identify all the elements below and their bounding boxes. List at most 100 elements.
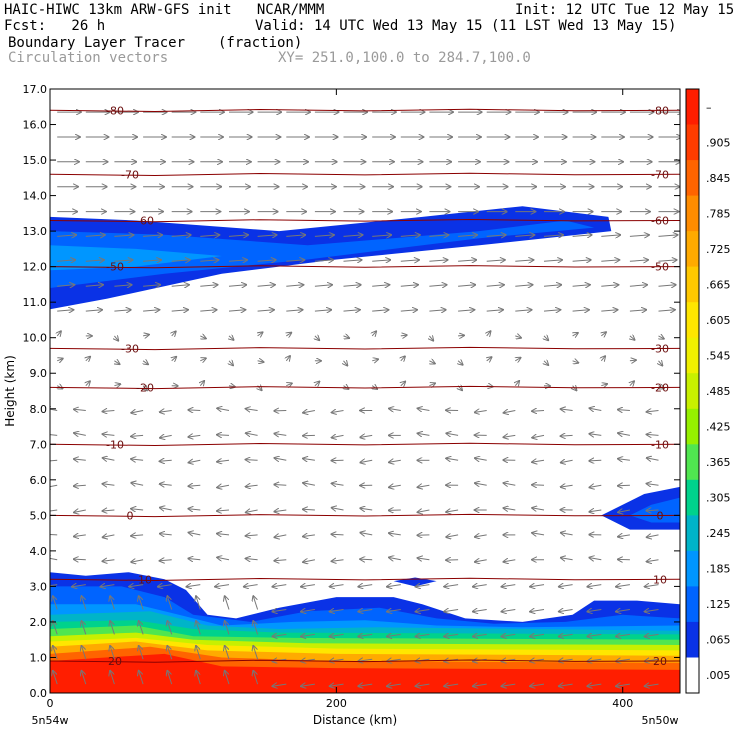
vector-arrow [630, 381, 634, 385]
y-tick-label: 14.0 [23, 190, 48, 203]
colorbar-label: .785 [706, 207, 731, 220]
cross-section-endpoints: XY= 251.0,100.0 to 284.7,100.0 [278, 50, 531, 66]
y-tick-label: 2.0 [30, 616, 48, 629]
colorbar-frame [685, 88, 700, 694]
vector-arrow [274, 485, 287, 486]
vector-arrow [330, 585, 344, 587]
contour-line [50, 218, 680, 223]
vector-arrow [229, 361, 233, 366]
vector-arrow [429, 260, 447, 261]
vector-arrow [200, 310, 216, 311]
vector-arrow [515, 285, 532, 286]
vector-arrow [303, 560, 315, 562]
vector-arrow [74, 409, 86, 410]
vector-arrow [215, 585, 230, 587]
vector-arrow [286, 235, 305, 237]
vector-arrow [228, 310, 245, 311]
vector-arrow [418, 433, 430, 435]
vector-arrow [57, 310, 73, 311]
colorbar-label: .065 [706, 634, 731, 647]
contour-label: 10 [653, 573, 667, 586]
vector-arrow [446, 433, 459, 435]
vector-arrow [57, 331, 61, 336]
contour-label: 20 [108, 655, 122, 668]
vector-arrow [246, 433, 258, 435]
vector-arrow [504, 560, 516, 562]
colorbar-label: .545 [706, 350, 731, 363]
vector-arrow [532, 460, 545, 462]
vector-arrow [561, 435, 573, 436]
vector-arrow [343, 260, 362, 261]
y-tick-label: 3.0 [30, 580, 48, 593]
vector-arrow [504, 435, 516, 437]
tracer-fill-layer [50, 206, 680, 693]
vector-arrow [458, 361, 463, 365]
vector-arrow [50, 534, 58, 535]
colorbar-swatch [686, 124, 699, 161]
vector-arrow [601, 384, 607, 386]
vector-arrow [530, 610, 545, 612]
vector-arrow [244, 585, 258, 587]
vector-arrow [200, 358, 206, 361]
vector-arrow [188, 435, 201, 437]
y-tick-label: 5.0 [30, 509, 48, 522]
vector-arrow [139, 646, 144, 660]
vector-arrow [196, 596, 201, 610]
colorbar-swatch [686, 515, 699, 552]
contour-label: -20 [136, 381, 154, 394]
vector-arrow [189, 533, 201, 535]
vector-arrow [486, 285, 504, 286]
y-tick-label: 11.0 [23, 296, 48, 309]
vector-arrow [139, 596, 144, 610]
vector-arrow [160, 411, 172, 413]
vector-arrow [131, 483, 144, 485]
vector-arrow [616, 610, 630, 612]
vector-arrow [416, 610, 430, 612]
vector-arrow [143, 310, 159, 311]
vector-arrow [303, 459, 315, 461]
vector-arrow [303, 535, 315, 537]
vector-arrow [131, 459, 144, 460]
vector-arrow [601, 260, 619, 261]
colorbar-swatch [686, 266, 699, 303]
vector-arrow [225, 646, 230, 660]
vector-arrow [160, 484, 172, 485]
contour-label: -20 [651, 381, 669, 394]
vector-arrow [360, 460, 373, 462]
vector-arrow [332, 508, 344, 510]
vector-arrow [171, 235, 191, 237]
vector-arrow [515, 381, 519, 386]
vector-arrow [629, 285, 647, 286]
colorbar-label: .725 [706, 243, 731, 256]
vector-arrow [315, 336, 319, 340]
vector-arrow [658, 235, 678, 237]
vector-arrow [647, 510, 659, 511]
vector-arrow [217, 460, 230, 462]
vector-arrow [246, 535, 258, 536]
vector-arrow [301, 684, 315, 686]
vector-arrow [167, 596, 173, 610]
vector-arrow [400, 285, 418, 286]
colorbar-swatch [686, 373, 699, 410]
vector-arrow [225, 621, 230, 635]
vector-arrow [458, 310, 474, 311]
vector-arrow [110, 596, 115, 610]
vector-arrow [332, 534, 344, 535]
vector-arrow [344, 361, 348, 366]
vector-arrow [647, 458, 659, 460]
vector-arrow [389, 409, 401, 411]
vector-arrow [532, 435, 545, 437]
vector-arrow [200, 381, 204, 386]
vector-arrow [274, 510, 287, 512]
y-tick-label: 15.0 [23, 154, 48, 167]
vector-arrow [171, 285, 189, 286]
contour-line [50, 659, 680, 663]
vector-arrow [257, 361, 264, 362]
contour-label: -70 [651, 168, 669, 181]
vector-arrow [188, 485, 201, 486]
vector-arrow [504, 508, 516, 510]
vector-arrow [458, 335, 464, 336]
vector-arrow [246, 460, 258, 461]
vector-arrow [286, 260, 304, 261]
vector-arrow [630, 336, 635, 340]
